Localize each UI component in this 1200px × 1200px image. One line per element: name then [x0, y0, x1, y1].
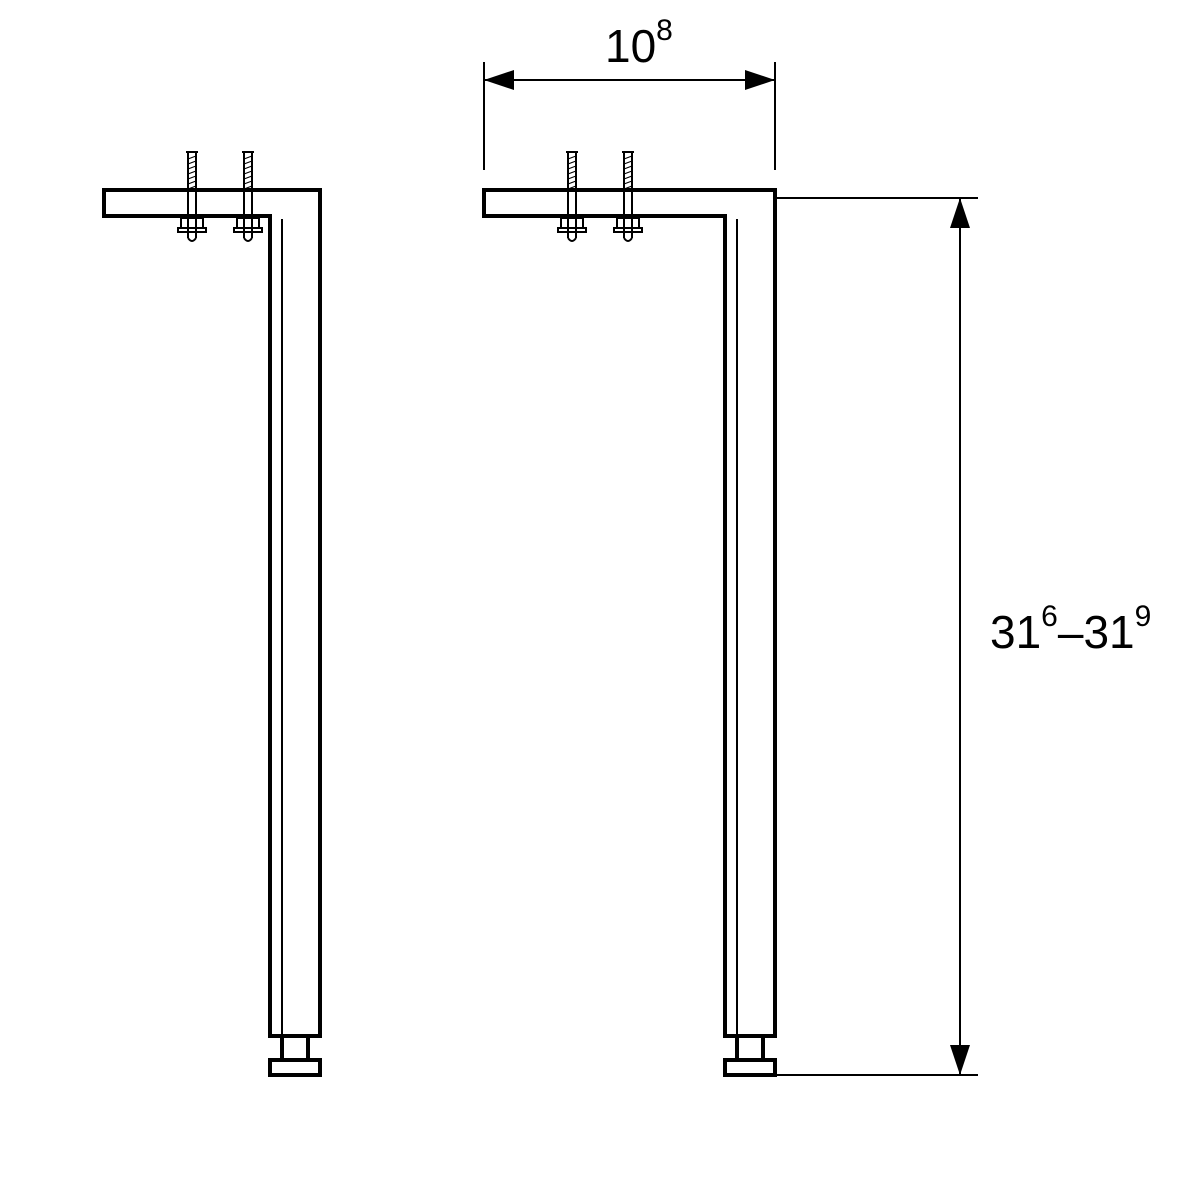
bracket-left — [104, 152, 320, 1075]
dimension-height-label: 316–319 — [990, 600, 1151, 658]
bracket-right — [484, 152, 775, 1075]
dimension-width: 108 — [484, 14, 775, 170]
dimension-height: 316–319 — [776, 198, 1151, 1075]
